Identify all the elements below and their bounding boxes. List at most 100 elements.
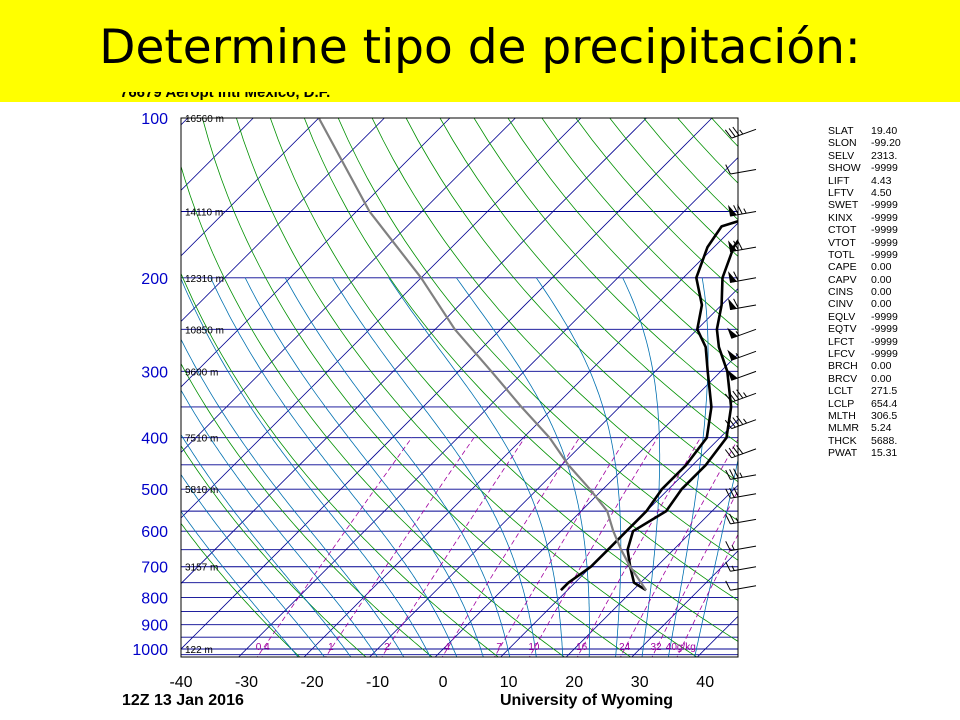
mixing-ratio-line [256,437,413,657]
index-value: 306.5 [871,409,898,422]
index-row: VTOT -9999 [828,237,901,249]
moist-adiabat-line [388,277,564,657]
wind-barb-flag [724,419,732,429]
height-label: 7510 m [185,434,218,445]
index-row: SLAT 19.40 [828,125,901,137]
wind-barb-flag [728,418,736,428]
temperature-tick-label: 10 [500,674,518,691]
index-row: PWAT 15.31 [828,447,901,459]
index-value: 654.4 [871,397,898,410]
wind-barb-flag [732,417,740,427]
index-value: -9999 [871,162,898,175]
index-name: CINV [828,298,854,311]
plot-background [181,118,738,657]
dry-adiabat-line [181,445,367,657]
moist-adiabat-line [667,277,709,657]
wind-barb-half-flag [743,392,748,398]
wind-barb-half-flag [739,129,744,135]
index-row: MLMR 5.24 [828,422,901,434]
wind-barb-flag [736,445,744,454]
dry-adiabat-line [181,164,566,657]
index-row: LIFT 4.43 [828,175,901,187]
moist-adiabat-line [535,277,622,657]
index-value: -9999 [871,248,898,261]
index-row: TOTL -9999 [828,249,901,261]
moist-adiabat-line [181,510,299,657]
moist-adiabat-line [181,433,352,657]
index-name: LFCV [828,348,855,361]
index-row: SHOW -9999 [828,162,901,174]
height-label: 12310 m [185,274,224,285]
dry-adiabat-line [337,118,738,561]
index-name: LFCT [828,335,855,348]
dry-adiabat-line [303,118,738,601]
wind-barb-half-flag [731,565,735,571]
index-name: LCLT [828,385,853,398]
index-value: 0.00 [871,273,892,286]
wind-barb-shaft [730,518,757,525]
index-value: 4.43 [871,174,892,187]
mixing-ratio-label: 32 [650,642,662,653]
moist-adiabat-line [694,457,738,657]
wind-barb-shaft [730,169,757,175]
wind-barb-flag [736,389,744,399]
dry-adiabat-line [405,118,738,483]
index-value: 0.00 [871,286,892,299]
temperature-tick-label: -20 [301,674,324,691]
wind-barb-pennant [727,327,738,339]
index-name: TOTL [828,248,855,261]
height-label: 122 m [185,645,213,656]
index-value: -9999 [871,211,898,224]
index-row: LCLT 271.5 [828,385,901,397]
dry-adiabat-line [181,272,499,657]
index-row: SWET -9999 [828,199,901,211]
stability-indices-table: SLAT 19.40 SLON -99.20 SELV 2313. SHOW -9999 LIF… [828,125,901,460]
title-banner: Determine tipo de precipitación: [0,0,960,102]
sounding-time: 12Z 13 Jan 2016 [122,692,244,709]
pressure-tick-label: 900 [141,618,168,635]
index-name: EQTV [828,323,857,336]
data-source: University of Wyoming [500,692,674,709]
index-value: -99.20 [871,137,901,150]
height-label: 9600 m [185,367,218,378]
wind-barb-flag [737,204,743,215]
dry-adiabat-line [181,522,301,657]
dry-adiabat-line [202,118,632,657]
index-value: -9999 [871,224,898,237]
index-row: BRCH 0.00 [828,360,901,372]
wind-barb-flag [729,469,735,479]
wind-barb-flag [725,580,731,591]
index-row: EQLV -9999 [828,311,901,323]
wind-barb-flag [725,488,731,499]
wind-barb-half-flag [743,418,748,424]
index-value: -9999 [871,236,898,249]
wind-barb-shaft [730,566,757,572]
dewpoint-profile-line [559,219,738,592]
wind-barb-pennant [727,349,738,361]
wind-barb-shaft [731,448,757,459]
wind-barb-shaft [730,493,757,499]
wind-barb-flag [725,514,731,525]
isotherm-line [631,550,738,657]
index-name: VTOT [828,236,856,249]
wind-barb-pennant [728,204,738,217]
parcel-profile-line [317,118,648,591]
wind-barb-half-flag [739,472,743,478]
wind-barb-flag [733,487,739,498]
moist-adiabat-line [181,473,325,657]
index-row: CTOT -9999 [828,224,901,236]
mixing-ratio-label: 1 [328,642,334,653]
index-row: LFTV 4.50 [828,187,901,199]
wind-barb-flag [733,271,739,282]
index-name: LFTV [828,186,854,199]
index-name: CINS [828,286,854,299]
index-value: -9999 [871,310,898,323]
dry-adiabat-line [269,118,738,642]
height-label: 10850 m [185,325,224,336]
wind-barb-pennant [728,240,738,253]
wind-barb-pennant [728,298,738,310]
sounding-profiles [317,118,738,592]
index-name: LCLP [828,397,855,410]
wind-barb-flag [724,393,732,403]
wind-barb-half-flag [743,208,747,214]
